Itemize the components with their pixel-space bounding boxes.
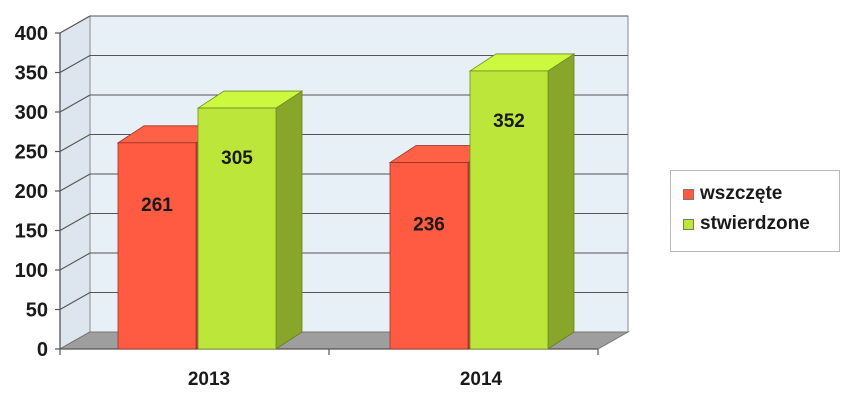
y-tick-label: 200 xyxy=(15,181,48,203)
bar-stwierdzone-2014 xyxy=(469,70,549,350)
bars xyxy=(116,53,576,350)
gridline-side xyxy=(59,252,91,271)
y-tick-label: 350 xyxy=(15,63,48,85)
y-tick-label: 0 xyxy=(37,339,48,361)
legend: wszczęte stwierdzone xyxy=(670,170,840,252)
gridline-side xyxy=(59,55,91,73)
y-tick-label: 50 xyxy=(26,300,48,322)
bar-side-stwierdzone-2013 xyxy=(275,90,303,350)
data-label-wszczete-2014: 236 xyxy=(413,215,445,236)
gridline-side xyxy=(59,173,91,192)
y-tick-label: 150 xyxy=(15,221,48,243)
legend-item-stwierdzone: stwierdzone xyxy=(683,209,839,239)
y-tick-label: 100 xyxy=(15,260,48,282)
legend-label-stwierdzone: stwierdzone xyxy=(700,213,810,234)
data-label-wszczete-2013: 261 xyxy=(141,195,173,216)
gridline-side xyxy=(59,94,91,113)
data-labels: 261 305 236 352 xyxy=(141,111,525,236)
bar-side-stwierdzone-2014 xyxy=(547,53,575,350)
legend-label-wszczete: wszczęte xyxy=(700,183,783,204)
gridline-side xyxy=(59,213,91,231)
bar-wszczete-2013 xyxy=(117,142,197,350)
gridline-side xyxy=(59,15,91,34)
gridline-side xyxy=(59,292,91,310)
bar-stwierdzone-2013 xyxy=(197,107,277,350)
legend-swatch-stwierdzone xyxy=(683,218,694,230)
x-tick-label-2014: 2014 xyxy=(460,369,503,388)
legend-swatch-wszczete xyxy=(683,188,694,200)
bar-wszczete-2014 xyxy=(389,162,469,350)
x-tick-label-2013: 2013 xyxy=(188,369,230,388)
y-tick-labels: 0 50 100 150 200 250 300 350 400 xyxy=(15,23,48,361)
legend-item-wszczete: wszczęte xyxy=(683,179,839,209)
x-tick-labels: 2013 2014 xyxy=(188,369,503,390)
gridline-side xyxy=(59,134,91,152)
y-tick-label: 400 xyxy=(15,23,48,45)
y-tick-label: 300 xyxy=(15,102,48,124)
data-label-stwierdzone-2013: 305 xyxy=(221,148,253,169)
y-tick-label: 250 xyxy=(15,142,48,164)
data-label-stwierdzone-2014: 352 xyxy=(493,111,525,132)
